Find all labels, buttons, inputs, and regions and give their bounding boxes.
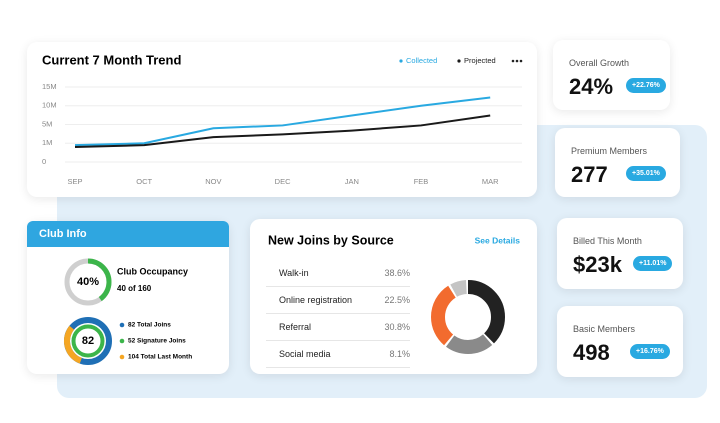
stat-value: 498 (573, 340, 610, 365)
joins-ring-outer-part (64, 317, 112, 365)
source-row: Referral 30.8% (266, 314, 410, 341)
joins-ring-inner (71, 324, 105, 358)
occupancy-percent: 40% (77, 276, 99, 288)
y-tick-label: 0 (42, 157, 46, 166)
line-series (74, 96, 491, 147)
joins-legend-label: 104 Total Last Month (128, 354, 192, 361)
stat-label: Premium Members (571, 146, 648, 156)
stat-card: Billed This Month $23k +11.01% (557, 218, 683, 289)
stat-change: +22.76% (626, 78, 666, 93)
y-tick-label: 5M (42, 119, 52, 128)
x-tick-label: MAR (482, 177, 499, 186)
x-tick-label: NOV (205, 177, 221, 186)
source-row: Walk-in 38.6% (266, 260, 410, 287)
legend-dot (457, 59, 461, 63)
trend-title: Current 7 Month Trend (42, 52, 181, 67)
stat-card: Premium Members 277 +35.01% (555, 128, 680, 197)
source-percent: 8.1% (389, 349, 410, 359)
stat-change: +35.01% (626, 166, 666, 181)
donut-segment (431, 280, 505, 354)
sources-title: New Joins by Source (268, 233, 394, 247)
joins-legend-dot (119, 322, 125, 328)
stat-change: +11.01% (633, 256, 673, 271)
line-series (74, 114, 491, 148)
source-name: Walk-in (279, 268, 309, 278)
stat-label: Billed This Month (573, 236, 642, 246)
y-tick-label: 10M (42, 101, 57, 110)
club-info-card: Club Info 40% Club Occupancy 40 of 160 8… (27, 221, 229, 374)
legend-label[interactable]: Collected (406, 56, 437, 65)
source-name: Referral (279, 322, 312, 332)
x-tick-label: DEC (275, 177, 291, 186)
occupancy-arc (64, 258, 112, 306)
x-tick-label: SEP (67, 177, 82, 186)
stat-card: Basic Members 498 +16.76% (557, 306, 683, 377)
source-name: Online registration (279, 295, 353, 305)
joins-legend-label: 82 Total Joins (128, 322, 171, 329)
stat-value: 24% (569, 74, 614, 99)
x-tick-label: JAN (345, 177, 359, 186)
menu-icon[interactable] (511, 59, 523, 63)
trend-chart: Current 7 Month Trend 0 1M 5M 10M 15M SEP OCT N… (42, 52, 523, 186)
stat-label: Basic Members (573, 324, 636, 334)
stat-label: Overall Growth (569, 58, 630, 68)
joins-legend-label: 52 Signature Joins (128, 338, 186, 345)
source-name: Social media (279, 349, 331, 359)
donut-segment (431, 280, 505, 354)
source-percent: 38.6% (384, 268, 410, 278)
x-tick-label: OCT (136, 177, 152, 186)
sources-card: New Joins by Source See Details Walk-in 3… (250, 219, 537, 374)
y-tick-label: 1M (42, 138, 52, 147)
y-tick-label: 15M (42, 82, 57, 91)
joins-legend-dot (119, 338, 125, 344)
see-details-link[interactable]: See Details (475, 235, 521, 245)
stat-card: Overall Growth 24% +22.76% (553, 40, 670, 110)
source-row: Social media 8.1% (266, 341, 410, 368)
legend-label[interactable]: Projected (464, 56, 496, 65)
source-row: Online registration 22.5% (266, 287, 410, 314)
stat-change: +16.76% (630, 344, 670, 359)
donut-segment (431, 280, 505, 354)
stat-value: 277 (571, 162, 608, 187)
stat-value: $23k (573, 252, 622, 277)
source-percent: 30.8% (384, 322, 410, 332)
joins-legend-dot (119, 354, 125, 360)
club-info-graphics: 40% Club Occupancy 40 of 160 82 82 Total… (64, 258, 192, 365)
occupancy-detail: 40 of 160 (117, 284, 152, 293)
occupancy-title: Club Occupancy (117, 266, 188, 276)
trend-card: Current 7 Month Trend 0 1M 5M 10M 15M SEP OCT N… (27, 42, 537, 197)
source-percent: 22.5% (384, 295, 410, 305)
sources-graphics: New Joins by Source See Details (268, 233, 521, 354)
x-tick-label: FEB (414, 177, 429, 186)
joins-center: 82 (82, 335, 94, 347)
legend-dot (399, 59, 403, 63)
club-info-title: Club Info (27, 221, 229, 247)
